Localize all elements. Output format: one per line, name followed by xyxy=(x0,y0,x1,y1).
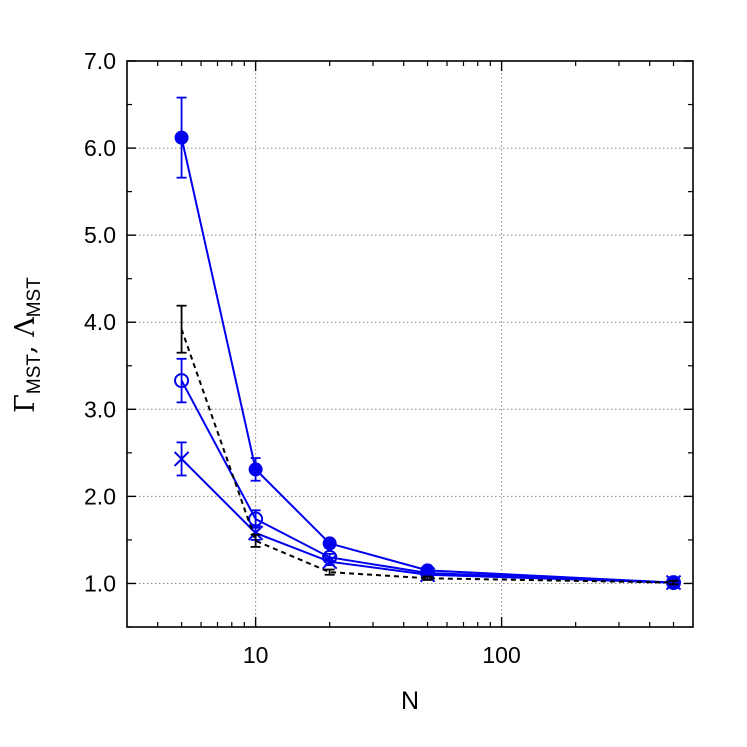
y-tick-label-6: 7.0 xyxy=(84,48,116,74)
y-tick-label-2: 3.0 xyxy=(84,396,116,422)
y-axis-label-symbol-1: Γ xyxy=(10,394,41,413)
series-0-point-0 xyxy=(174,130,189,145)
cross-stroke-b xyxy=(247,525,264,541)
series-1-errorbar-0 xyxy=(176,357,187,404)
y-axis-label-symbol-2: Λ xyxy=(10,317,41,338)
tick-labels: 1.0 2.0 3.0 4.0 5.0 6.0 7.0 10 100 xyxy=(84,48,521,668)
y-tick-label-3: 4.0 xyxy=(84,309,116,335)
series-0-point-2 xyxy=(322,536,337,551)
series-0-point-1 xyxy=(248,462,263,477)
y-axis-label-separator: , xyxy=(10,337,41,354)
x-axis-label: N xyxy=(401,687,419,715)
series-3 xyxy=(176,304,679,586)
y-tick-label-0: 1.0 xyxy=(84,570,116,596)
y-tick-label-1: 2.0 xyxy=(84,483,116,509)
series-3-errorbar-3 xyxy=(422,575,433,581)
y-tick-label-5: 6.0 xyxy=(84,135,116,161)
y-axis-label-subscript-2: MST xyxy=(24,277,45,318)
series-3-errorbar-0 xyxy=(176,304,187,354)
series-2-point-2 xyxy=(321,553,338,570)
y-axis-label: ΓMST, ΛMST xyxy=(10,277,45,413)
x-tick-label-0: 10 xyxy=(243,642,269,668)
major-ticks xyxy=(127,60,693,627)
y-axis-label-subscript-1: MST xyxy=(24,354,45,395)
series-group xyxy=(173,96,682,591)
cross-stroke-b xyxy=(321,553,338,570)
plot-frame xyxy=(126,60,694,628)
series-3-errorbar-2 xyxy=(324,568,335,576)
cross-stroke-b xyxy=(173,451,190,467)
series-3-errorbar-1 xyxy=(250,533,261,548)
minor-ticks xyxy=(127,61,693,628)
series-2-point-0 xyxy=(173,451,190,467)
series-3-errorbar-4 xyxy=(668,579,679,586)
y-tick-label-4: 5.0 xyxy=(84,222,116,248)
x-tick-label-1: 100 xyxy=(482,642,520,668)
series-1-point-0 xyxy=(174,373,190,389)
